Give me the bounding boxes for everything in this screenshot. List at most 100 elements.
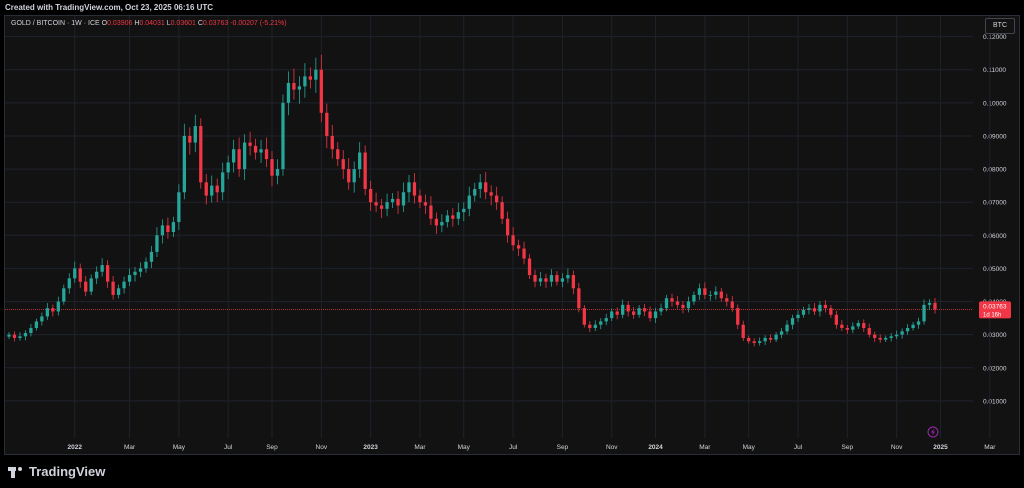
candle-body	[637, 308, 641, 315]
candle-body	[884, 337, 888, 340]
candle-body	[522, 248, 526, 259]
candle-body	[29, 328, 33, 333]
candle-body	[659, 308, 663, 312]
candle-body	[922, 304, 926, 322]
candle-body	[560, 278, 565, 282]
candle-body	[177, 192, 181, 223]
candle-body	[18, 336, 22, 338]
x-tick-label: Sep	[842, 444, 854, 451]
candle-body	[34, 321, 39, 329]
candle-body	[12, 334, 17, 338]
candle-body	[473, 188, 477, 196]
candle-body	[867, 328, 871, 335]
lightning-icon	[927, 426, 939, 438]
candle-body	[911, 324, 915, 329]
change-value: -0.00207 (-5.21%)	[230, 20, 287, 27]
candle-body	[758, 341, 762, 343]
candle-body	[116, 288, 121, 295]
candle-body	[160, 225, 165, 236]
candle-body	[615, 311, 619, 315]
candle-body	[610, 311, 614, 319]
candle-body	[308, 76, 313, 80]
candle-body	[686, 301, 691, 309]
candle-body	[363, 152, 367, 189]
candle-body	[774, 334, 778, 340]
candle-body	[204, 182, 208, 196]
candle-body	[763, 337, 767, 342]
candle-body	[111, 281, 115, 295]
candle-body	[779, 331, 784, 335]
candle-body	[818, 304, 822, 312]
candle-body	[374, 202, 378, 206]
candle-body	[423, 202, 428, 206]
candle-body	[286, 82, 291, 103]
candle-body	[790, 318, 795, 325]
close-value: 0.03763	[202, 20, 229, 27]
candle-body	[319, 69, 323, 113]
y-tick-label: 0.09000	[983, 133, 1007, 140]
candle-body	[801, 309, 806, 315]
candle-body	[725, 298, 729, 302]
candle-body	[719, 291, 723, 299]
candle-body	[927, 302, 932, 305]
chart-frame[interactable]: 0.12000 0.11000 0.10000 0.09000 0.08000 0.070…	[4, 15, 1020, 455]
candle-body	[336, 149, 340, 160]
candle-body	[549, 275, 554, 282]
candle-body	[878, 337, 882, 340]
y-tick-label: 0.07000	[983, 200, 1007, 207]
countdown-label: 1d 16h	[983, 312, 1001, 318]
symbol-name: GOLD / BITCOIN · 1W · ICE	[11, 20, 100, 27]
candle-body	[834, 314, 839, 325]
x-tick-label: 2022	[68, 444, 83, 451]
candle-body	[905, 328, 910, 332]
candle-body	[599, 321, 603, 325]
candle-body	[692, 294, 696, 302]
candle-body	[368, 188, 373, 203]
candle-body	[210, 185, 214, 196]
candle-body	[193, 126, 197, 143]
close-label: C	[197, 20, 203, 27]
candle-body	[325, 112, 329, 136]
candle-body	[385, 202, 389, 209]
x-tick-label: 2024	[648, 444, 663, 451]
candle-body	[275, 169, 280, 176]
candle-body	[681, 304, 685, 309]
candle-body	[242, 142, 247, 170]
y-tick-label: 0.01000	[983, 398, 1007, 405]
candle-body	[582, 308, 586, 325]
candle-body	[845, 328, 849, 330]
candlestick-chart[interactable]: 0.12000 0.11000 0.10000 0.09000 0.08000 0.070…	[5, 16, 1021, 456]
x-tick-label: May	[458, 444, 471, 451]
candle-body	[593, 324, 597, 329]
candle-body	[807, 308, 811, 310]
candle-body	[505, 218, 510, 236]
candle-body	[149, 251, 154, 262]
candle-body	[664, 298, 669, 309]
candle-body	[292, 82, 296, 90]
candle-body	[84, 281, 88, 292]
candle-body	[730, 301, 734, 309]
candle-body	[823, 304, 828, 309]
tradingview-logo[interactable]: TradingView	[8, 464, 105, 479]
candle-body	[314, 69, 318, 80]
x-tick-label: May	[173, 444, 186, 451]
candle-body	[527, 258, 532, 276]
candle-body	[171, 222, 176, 232]
candle-body	[653, 311, 658, 319]
candle-body	[429, 205, 433, 219]
candle-body	[538, 278, 543, 282]
last-price-tag	[979, 301, 1011, 319]
candle-body	[352, 169, 356, 183]
currency-button[interactable]: BTC	[985, 18, 1015, 34]
candle-body	[462, 208, 466, 213]
candle-body	[45, 308, 49, 317]
candle-body	[67, 278, 71, 289]
candle-body	[456, 212, 460, 219]
candle-body	[232, 149, 236, 163]
candle-body	[451, 215, 455, 219]
candle-body	[401, 192, 406, 206]
candle-body	[56, 301, 60, 312]
candle-body	[182, 135, 186, 193]
candle-body	[544, 278, 548, 282]
x-tick-label: 2023	[363, 444, 378, 451]
